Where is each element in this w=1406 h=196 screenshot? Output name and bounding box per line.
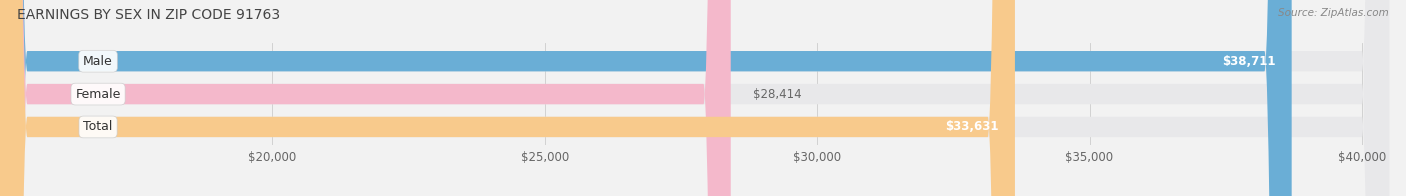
Text: Female: Female [76,88,121,101]
FancyBboxPatch shape [0,0,1015,196]
Text: $38,711: $38,711 [1222,55,1275,68]
Text: Total: Total [83,121,112,133]
Text: $28,414: $28,414 [752,88,801,101]
Text: EARNINGS BY SEX IN ZIP CODE 91763: EARNINGS BY SEX IN ZIP CODE 91763 [17,8,280,22]
Text: $33,631: $33,631 [945,121,998,133]
Text: Male: Male [83,55,112,68]
Text: Source: ZipAtlas.com: Source: ZipAtlas.com [1278,8,1389,18]
FancyBboxPatch shape [0,0,731,196]
FancyBboxPatch shape [0,0,1292,196]
